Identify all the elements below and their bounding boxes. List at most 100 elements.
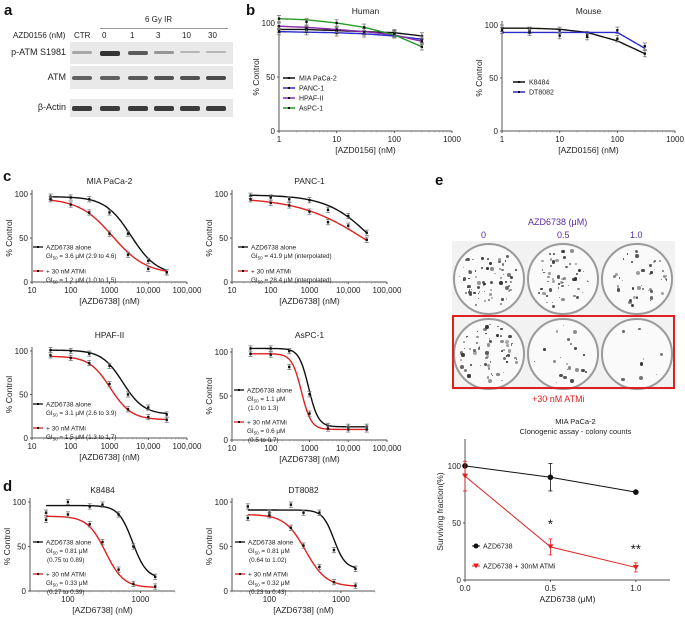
colony	[494, 272, 496, 274]
x-tick-label: 100,000	[173, 286, 202, 295]
colony	[561, 284, 564, 288]
colony	[511, 342, 513, 344]
legend-marker	[37, 427, 39, 429]
data-point	[126, 393, 130, 396]
colony	[633, 296, 636, 300]
blot-strip	[70, 42, 233, 64]
colony	[497, 258, 502, 262]
data-point	[308, 198, 311, 202]
colony	[577, 268, 581, 272]
colony	[488, 340, 493, 344]
data-point	[393, 32, 396, 35]
colony	[506, 354, 510, 357]
culture-plate	[527, 243, 599, 315]
colony	[461, 353, 466, 358]
data-point	[49, 354, 52, 357]
data-point	[49, 198, 52, 201]
data-point	[154, 575, 157, 578]
significance-marker: **	[631, 542, 641, 557]
colony	[561, 277, 564, 281]
colony	[468, 270, 471, 272]
gi50-annotation: GI50 = 1.1 μM	[247, 396, 285, 404]
data-point	[308, 210, 311, 213]
colony	[550, 265, 552, 267]
data-point	[126, 232, 130, 235]
colony	[481, 257, 485, 261]
colony	[573, 294, 576, 298]
y-tick-label: 0	[22, 587, 27, 596]
blot-strip	[70, 99, 233, 117]
blot-band	[128, 75, 148, 80]
colony	[498, 260, 501, 264]
colony	[653, 259, 656, 262]
colony	[476, 286, 480, 290]
colony	[549, 258, 553, 261]
colony	[649, 288, 653, 292]
colony	[502, 356, 506, 361]
y-tick-label: 100	[262, 19, 276, 28]
colony	[575, 367, 579, 372]
colony	[507, 349, 512, 354]
y-tick-label: 50	[266, 73, 275, 82]
y-tick-label: 100	[13, 498, 27, 507]
blot-band	[72, 75, 92, 80]
colony	[572, 278, 576, 282]
significance-marker: *	[548, 517, 553, 532]
legend-label: AZD6738 alone	[247, 388, 293, 395]
colony	[637, 286, 641, 290]
lane-label: 30	[208, 31, 217, 40]
lane-label: 0	[102, 31, 107, 40]
colony	[462, 266, 464, 268]
data-point	[335, 28, 338, 31]
colony	[485, 355, 489, 359]
data-point	[249, 352, 252, 355]
colony	[544, 293, 547, 296]
series-azd6738: AZD6738	[462, 463, 639, 551]
colony	[460, 365, 465, 370]
colony	[459, 351, 463, 355]
colony	[485, 266, 489, 270]
colony	[509, 276, 513, 280]
legend-marker	[288, 107, 290, 109]
colony	[660, 291, 665, 296]
x-tick-label: 0.0	[459, 584, 471, 593]
colony	[655, 373, 658, 376]
colony	[470, 364, 473, 367]
colony	[631, 287, 635, 290]
colony	[496, 372, 500, 377]
chart-c-aspc: AsPC-110 100 1000 10,000 100,000050100[AZD67…	[204, 330, 402, 464]
colony	[619, 277, 621, 279]
blot-band	[128, 51, 148, 56]
colony	[551, 301, 553, 303]
colony	[486, 257, 489, 260]
data-point	[49, 348, 52, 352]
data-point	[326, 220, 330, 224]
colony	[581, 368, 585, 372]
x-tick-label: 1.0	[630, 584, 642, 593]
data-point	[335, 21, 338, 25]
colony	[615, 272, 619, 276]
data-point	[88, 523, 91, 526]
colony	[665, 275, 668, 277]
colony	[616, 288, 621, 292]
data-point	[347, 428, 350, 431]
colony	[477, 347, 481, 350]
x-tick-label: 10,000	[136, 442, 161, 451]
data-point	[132, 582, 135, 586]
y-tick-label: 50	[219, 234, 228, 243]
blot-band	[100, 51, 120, 56]
x-axis-label: AZD6738 (μM)	[540, 594, 596, 604]
colony	[510, 344, 512, 346]
panel-label-b: b	[246, 2, 256, 19]
colony	[562, 281, 564, 284]
colony	[505, 355, 508, 357]
plates-image	[452, 241, 675, 390]
data-point	[88, 211, 91, 214]
colony	[500, 276, 503, 280]
legend-label: AZD6738 alone	[46, 402, 92, 409]
colony	[485, 325, 490, 329]
colony	[477, 280, 482, 285]
colony	[465, 259, 468, 262]
data-point	[108, 364, 111, 367]
